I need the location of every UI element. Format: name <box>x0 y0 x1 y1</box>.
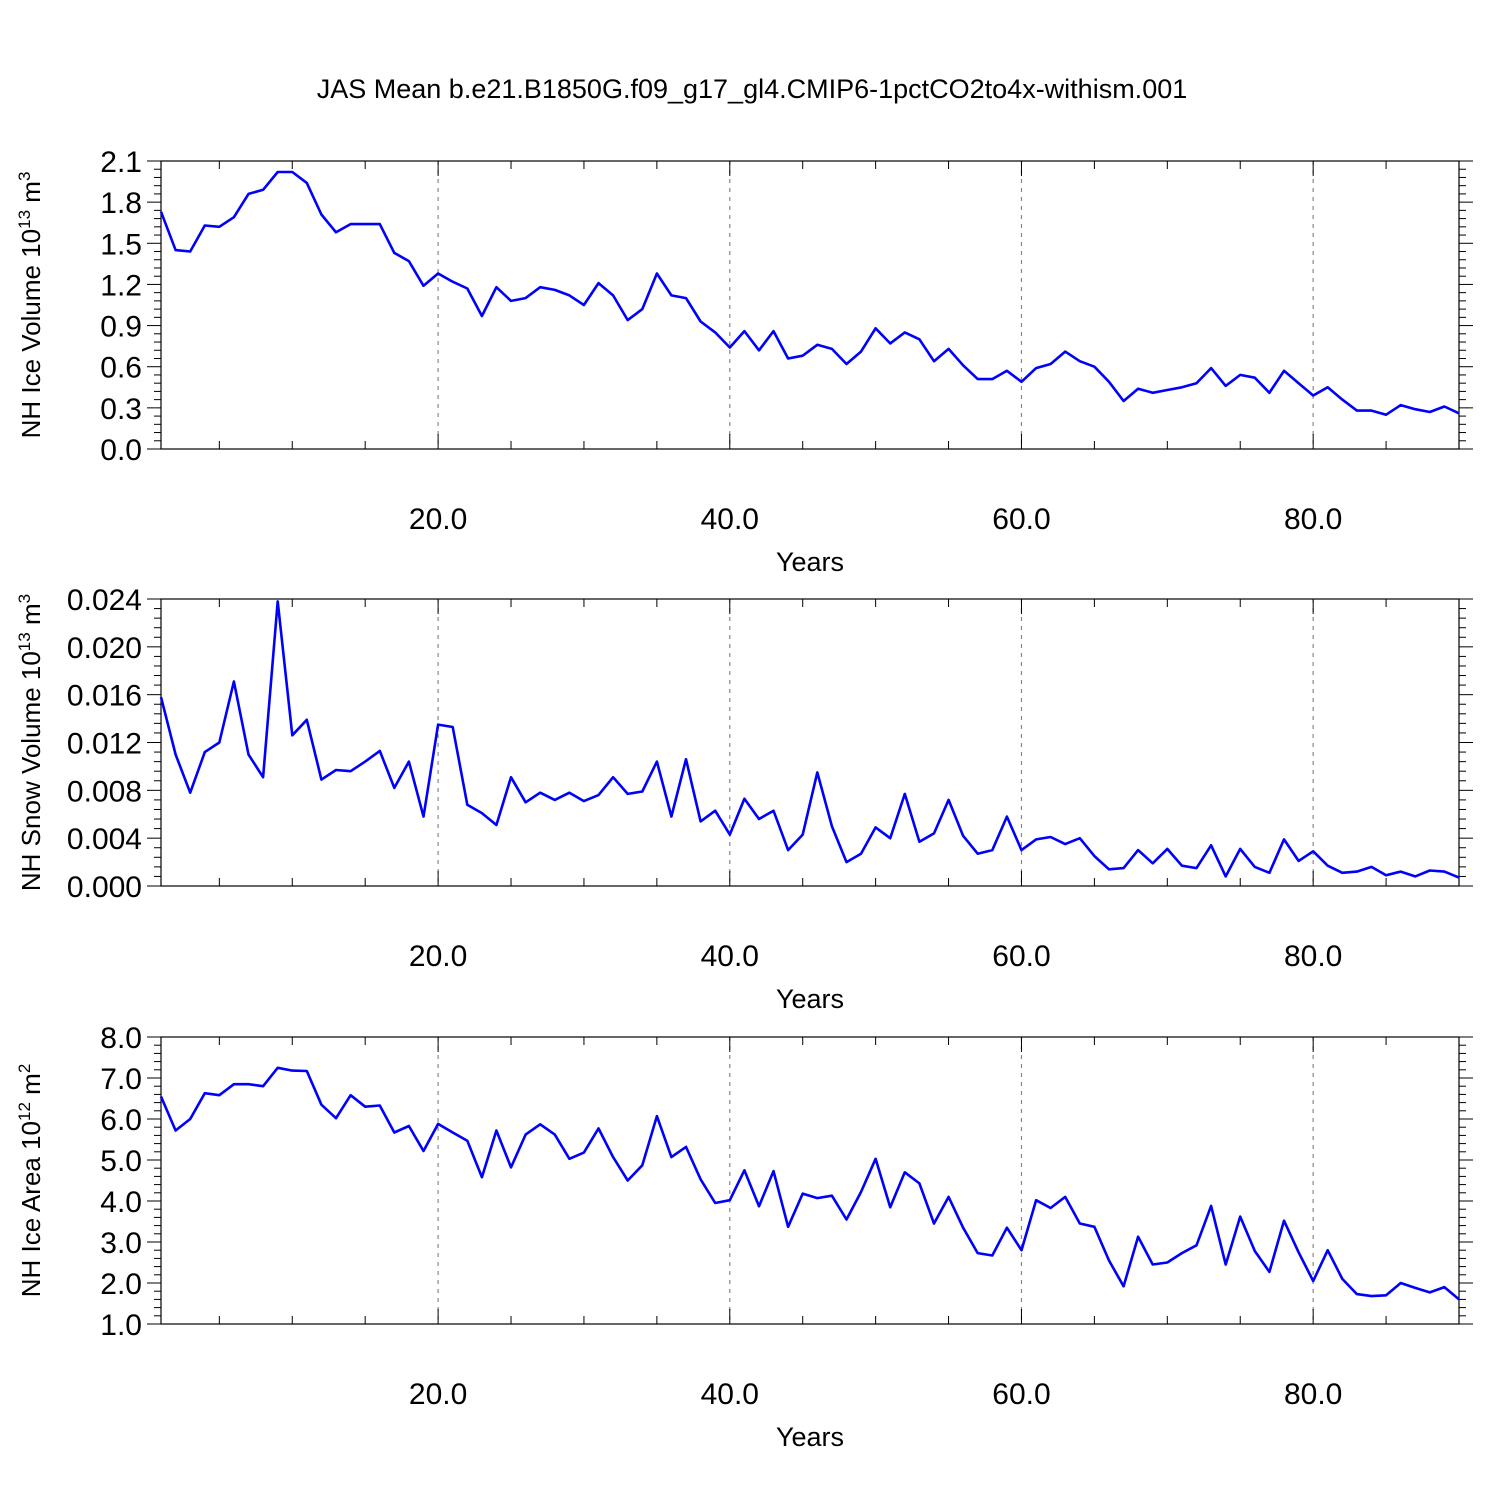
x-axis-label: Years <box>776 547 844 577</box>
y-tick-label: 1.2 <box>100 269 142 302</box>
y-tick-label: 1.5 <box>100 228 142 261</box>
y-axis-label-part: m <box>16 181 46 210</box>
y-tick-label: 5.0 <box>100 1145 142 1178</box>
y-tick-label: 0.0 <box>100 434 142 467</box>
y-axis-label-superscript: 3 <box>15 172 34 181</box>
plot-frame <box>160 598 1460 887</box>
x-tick-label: 60.0 <box>992 1378 1050 1411</box>
y-axis-label-part: NH Snow Volume 10 <box>16 651 46 891</box>
series-line <box>159 170 1460 417</box>
y-tick-label: 7.0 <box>100 1063 142 1096</box>
y-axis-label-part: m <box>16 1073 46 1102</box>
panel-1: 0.0 0.3 0.6 0.9 1.2 1.5 1.8 2.1 20.0 40.0 60.0 80.0… <box>15 146 1473 577</box>
y-tick-label: 6.0 <box>100 1104 142 1137</box>
x-tick-label: 60.0 <box>992 503 1050 536</box>
y-tick-label: 2.0 <box>100 1268 142 1301</box>
y-tick-label: 0.020 <box>67 632 142 665</box>
y-axis-label-superscript: 13 <box>15 210 34 229</box>
y-axis-label-part: NH Ice Volume 10 <box>16 229 46 439</box>
y-tick-label: 2.1 <box>100 146 142 179</box>
y-tick-label: 8.0 <box>100 1022 142 1055</box>
y-axis-label-superscript: 3 <box>15 594 34 603</box>
x-tick-label: 80.0 <box>1284 503 1342 536</box>
x-axis-label: Years <box>776 1422 844 1452</box>
y-axis-label-superscript: 13 <box>15 632 34 651</box>
y-tick-label: 0.024 <box>67 584 142 617</box>
x-tick-label: 20.0 <box>409 1378 467 1411</box>
y-axis-label-part: NH Ice Area 10 <box>16 1121 46 1297</box>
x-tick-label: 40.0 <box>701 1378 759 1411</box>
y-tick-label: 0.012 <box>67 728 142 761</box>
x-axis-label: Years <box>776 984 844 1014</box>
y-tick-label: 4.0 <box>100 1186 142 1219</box>
x-tick-label: 40.0 <box>701 503 759 536</box>
y-axis-label: NH Snow Volume 1013 m3 <box>15 594 46 891</box>
panel-3: 1.0 2.0 3.0 4.0 5.0 6.0 7.0 8.0 20.0 40.0 60.0 80.0… <box>15 1022 1473 1452</box>
x-tick-label: 40.0 <box>701 940 759 973</box>
plot-frame <box>160 1036 1460 1325</box>
y-tick-label: 3.0 <box>100 1227 142 1260</box>
y-axis-label-superscript: 12 <box>15 1102 34 1121</box>
y-axis-label-superscript: 2 <box>15 1064 34 1073</box>
y-tick-label: 0.000 <box>67 871 142 904</box>
y-tick-label: 0.3 <box>100 393 142 426</box>
panel-2: 0.000 0.004 0.008 0.012 0.016 0.020 0.024 20.0 4… <box>15 584 1473 1014</box>
y-axis-label: NH Ice Area 1012 m2 <box>15 1064 46 1298</box>
y-tick-label: 0.004 <box>67 823 142 856</box>
chart-title: JAS Mean b.e21.B1850G.f09_g17_gl4.CMIP6-… <box>317 74 1188 104</box>
plot-frame <box>160 160 1460 450</box>
y-axis-label: NH Ice Volume 1013 m3 <box>15 172 46 439</box>
x-tick-label: 20.0 <box>409 940 467 973</box>
x-tick-label: 20.0 <box>409 503 467 536</box>
series-line <box>159 1066 1460 1301</box>
y-tick-label: 1.8 <box>100 187 142 220</box>
y-tick-label: 0.6 <box>100 352 142 385</box>
x-tick-label: 80.0 <box>1284 940 1342 973</box>
y-tick-label: 1.0 <box>100 1309 142 1342</box>
x-tick-label: 60.0 <box>992 940 1050 973</box>
y-tick-label: 0.008 <box>67 775 142 808</box>
series-line <box>159 600 1460 879</box>
y-axis-label-part: m <box>16 603 46 632</box>
y-tick-label: 0.9 <box>100 311 142 344</box>
y-tick-label: 0.016 <box>67 680 142 713</box>
x-tick-label: 80.0 <box>1284 1378 1342 1411</box>
